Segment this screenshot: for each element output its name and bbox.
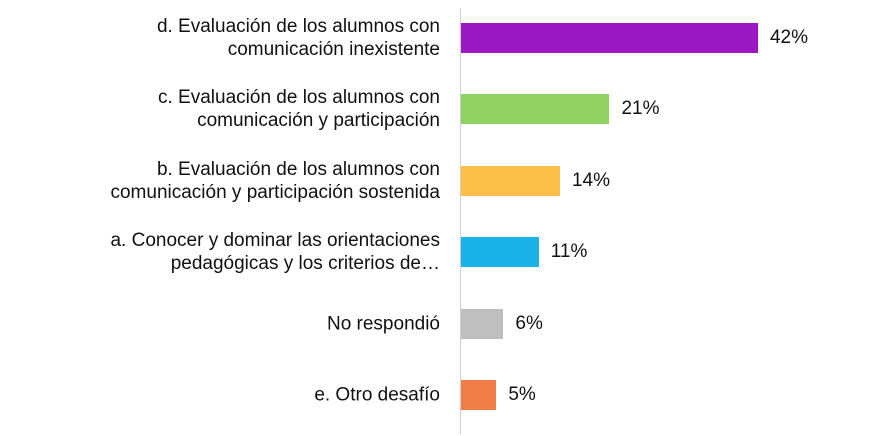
- value-label: 42%: [769, 27, 808, 48]
- bar: [461, 237, 539, 268]
- bar: [461, 94, 610, 125]
- category-label: b. Evaluación de los alumnos con comunic…: [110, 158, 440, 203]
- value-label: 21%: [621, 98, 660, 120]
- category-axis: [460, 8, 461, 434]
- bar: [461, 165, 560, 196]
- category-label: c. Evaluación de los alumnos con comunic…: [158, 87, 440, 132]
- category-label: d. Evaluación de los alumnos con comunic…: [156, 16, 440, 60]
- bar: [461, 308, 504, 339]
- value-label: 11%: [550, 241, 588, 263]
- value-label: 14%: [571, 169, 610, 191]
- category-label: a. Conocer y dominar las orientaciones p…: [110, 230, 440, 275]
- bar: [461, 23, 758, 53]
- value-label: 6%: [515, 312, 543, 334]
- bar: [461, 380, 497, 410]
- value-label: 5%: [508, 384, 536, 405]
- category-label: No respondió: [326, 313, 440, 335]
- category-label: e. Otro desafío: [314, 384, 440, 406]
